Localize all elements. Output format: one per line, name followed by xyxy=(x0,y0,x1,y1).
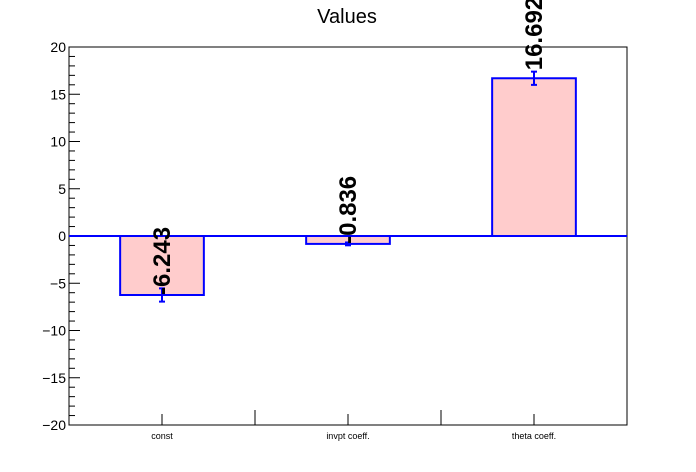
y-tick-label: 15 xyxy=(50,86,66,102)
data-label: 16.692 xyxy=(521,0,548,70)
y-tick-label: −5 xyxy=(50,275,66,291)
y-tick-label: −10 xyxy=(42,323,66,339)
data-label: -0.836 xyxy=(335,176,362,244)
y-tick-label: 10 xyxy=(50,134,66,150)
x-category-label: const xyxy=(151,431,173,441)
y-tick-label: 0 xyxy=(58,228,66,244)
data-labels: -6.243 -0.836 16.692 xyxy=(149,0,548,295)
data-label: -6.243 xyxy=(149,227,176,295)
y-tick-label: 20 xyxy=(50,39,66,55)
bars xyxy=(69,70,627,303)
y-tick-label: 5 xyxy=(58,181,66,197)
y-tick-label: −15 xyxy=(42,370,66,386)
x-category-label: invpt coeff. xyxy=(326,431,369,441)
chart-title: Values xyxy=(317,6,377,28)
bar xyxy=(491,77,577,237)
y-tick-label: −20 xyxy=(42,417,66,433)
x-category-label: theta coeff. xyxy=(512,431,556,441)
